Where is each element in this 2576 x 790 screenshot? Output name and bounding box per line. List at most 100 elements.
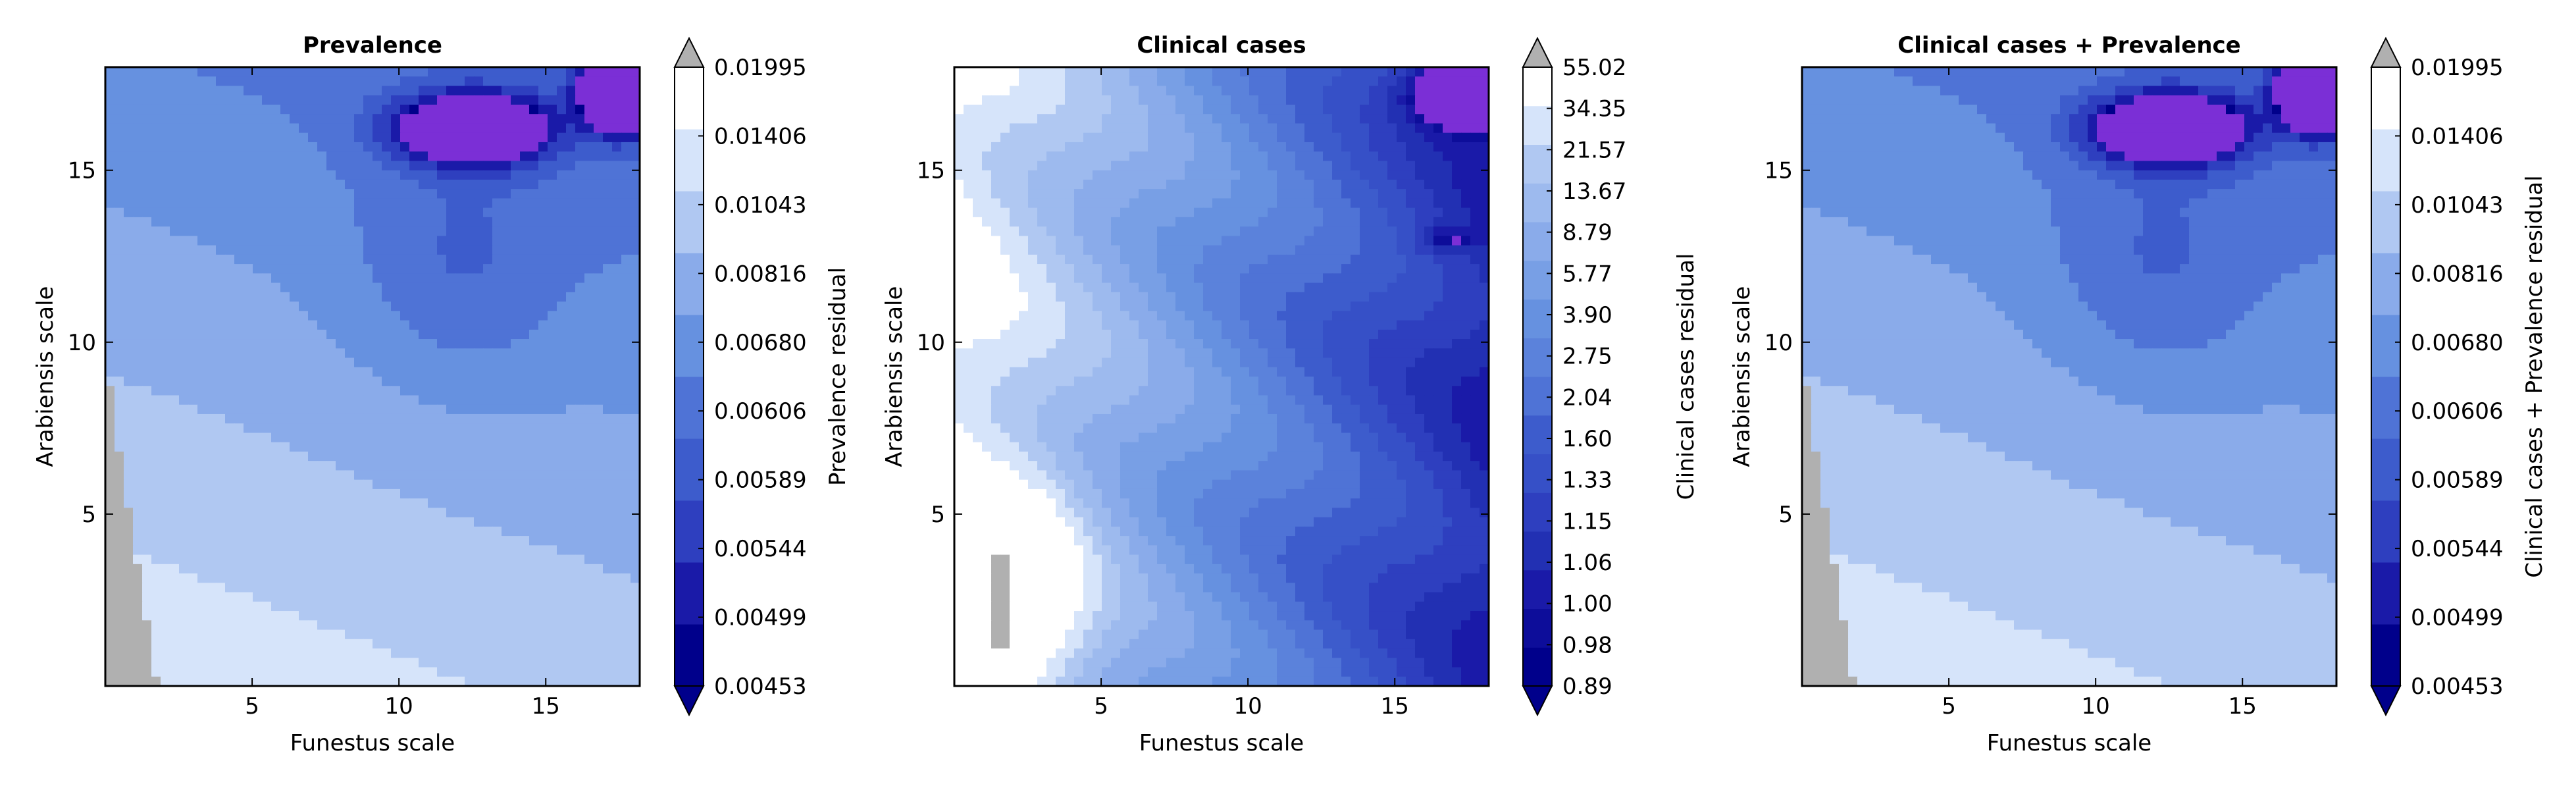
contour-cell [1111, 226, 1121, 236]
contour-cell [1406, 217, 1416, 227]
contour-cell [419, 658, 428, 668]
contour-cell [1314, 123, 1324, 134]
contour-cell [151, 311, 161, 321]
contour-cell [391, 573, 401, 583]
contour-cell [538, 611, 548, 621]
contour-cell [538, 217, 548, 227]
contour-cell [594, 377, 604, 386]
contour-cell [188, 236, 198, 246]
contour-cell [290, 95, 299, 105]
contour-cell [382, 282, 392, 293]
contour-cell [1120, 151, 1130, 162]
contour-cell [170, 498, 180, 508]
contour-cell [428, 517, 438, 527]
contour-cell [1083, 67, 1093, 77]
contour-cell [1332, 132, 1342, 143]
contour-cell [188, 573, 198, 583]
contour-cell [1360, 114, 1370, 124]
contour-cell [446, 488, 456, 499]
contour-cell [105, 564, 115, 574]
contour-cell [336, 517, 346, 527]
contour-cell [492, 498, 502, 508]
contour-cell [382, 442, 392, 452]
contour-cell [474, 198, 484, 209]
contour-cell [354, 564, 364, 574]
contour-cell [133, 639, 143, 649]
contour-cell [1240, 161, 1250, 171]
contour-cell [492, 292, 502, 302]
contour-cell [1351, 170, 1360, 180]
contour-cell [548, 658, 557, 668]
contour-cell [492, 554, 502, 565]
contour-cell [400, 302, 410, 311]
contour-cell [290, 198, 299, 209]
contour-cell [105, 583, 115, 593]
contour-cell [179, 207, 189, 218]
contour-cell [529, 639, 539, 649]
contour-cell [520, 357, 530, 368]
contour-cell [308, 302, 318, 311]
contour-cell [631, 676, 640, 687]
contour-cell [428, 377, 438, 386]
contour-cell [115, 226, 124, 236]
contour-cell [1102, 67, 1112, 77]
contour-cell [520, 161, 530, 171]
contour-cell [345, 292, 355, 302]
contour-cell [474, 536, 484, 546]
contour-cell [409, 189, 419, 199]
contour-cell [502, 564, 511, 574]
contour-cell [538, 67, 548, 77]
contour-cell [363, 451, 373, 461]
contour-cell [179, 329, 189, 340]
contour-cell [483, 377, 493, 386]
contour-cell [575, 329, 585, 340]
contour-cell [373, 339, 382, 349]
contour-cell [115, 517, 124, 527]
contour-cell [105, 142, 115, 152]
contour-cell [1129, 95, 1139, 105]
contour-cell [446, 132, 456, 143]
contour-cell [373, 629, 382, 640]
contour-cell [1037, 179, 1047, 190]
contour-cell [225, 151, 235, 162]
contour-cell [1240, 95, 1250, 105]
contour-cell [299, 161, 309, 171]
contour-cell [115, 198, 124, 209]
contour-cell [1083, 161, 1093, 171]
contour-cell [1323, 123, 1333, 134]
contour-cell [1120, 189, 1130, 199]
contour-cell [409, 488, 419, 499]
contour-cell [290, 629, 299, 640]
contour-cell [400, 648, 410, 658]
contour-cell [483, 601, 493, 612]
contour-cell [336, 583, 346, 593]
contour-cell [124, 433, 134, 443]
contour-cell [161, 564, 170, 574]
contour-cell [373, 348, 382, 359]
contour-cell [446, 423, 456, 434]
contour-cell [575, 470, 585, 481]
contour-cell [253, 554, 263, 565]
contour-cell [105, 348, 115, 359]
contour-cell [207, 170, 217, 180]
contour-cell [345, 142, 355, 152]
contour-cell [1083, 104, 1093, 115]
contour-cell [409, 226, 419, 236]
contour-cell [1461, 95, 1471, 105]
contour-cell [584, 282, 594, 293]
contour-cell [455, 95, 465, 105]
contour-cell [603, 667, 613, 677]
contour-cell [234, 648, 244, 658]
contour-cell [262, 273, 272, 284]
contour-cell [1314, 226, 1324, 236]
contour-cell [474, 386, 484, 396]
contour-cell [511, 461, 521, 471]
contour-cell [474, 498, 484, 508]
contour-cell [529, 114, 539, 124]
contour-cell [428, 470, 438, 481]
contour-cell [326, 123, 336, 134]
contour-cell [1433, 104, 1443, 115]
contour-cell [455, 207, 465, 218]
contour-cell [1185, 236, 1195, 246]
contour-cell [612, 189, 622, 199]
